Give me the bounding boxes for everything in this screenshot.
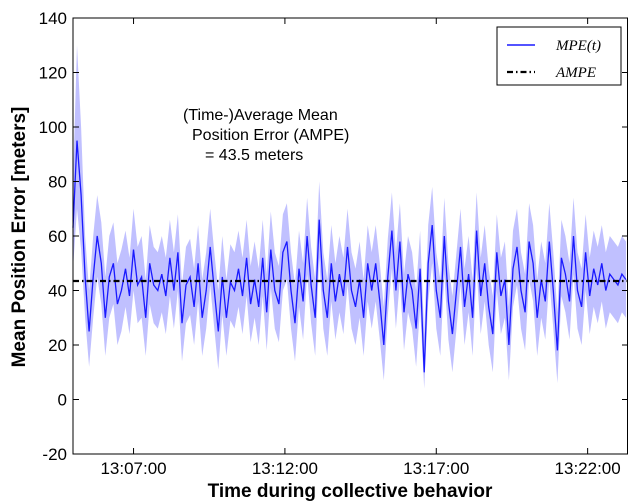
legend: MPE(t) AMPE — [496, 26, 622, 86]
y-tick-label: 140 — [39, 9, 67, 28]
annotation-line-2: Position Error (AMPE) — [192, 127, 349, 144]
y-tick-label: -20 — [42, 445, 67, 464]
x-axis-label: Time during collective behavior — [208, 481, 493, 502]
x-axis: 13:07:00 13:12:00 13:17:00 13:22:00 — [100, 18, 621, 478]
y-tick-label: 40 — [48, 282, 67, 301]
y-axis: -20 0 20 40 60 80 100 120 140 — [39, 9, 628, 464]
annotation-line-1: (Time-)Average Mean — [183, 107, 338, 124]
x-tick-label: 13:17:00 — [403, 459, 469, 478]
x-tick-label: 13:22:00 — [555, 459, 621, 478]
x-tick-label: 13:12:00 — [252, 459, 318, 478]
y-tick-label: 0 — [58, 391, 67, 410]
annotation: (Time-)Average Mean Position Error (AMPE… — [183, 107, 349, 164]
legend-box — [496, 26, 622, 86]
y-tick-label: 20 — [48, 336, 67, 355]
mpe-series-line — [72, 140, 627, 373]
legend-mpe-label: MPE(t) — [555, 38, 601, 54]
y-tick-label: 120 — [39, 64, 67, 83]
legend-ampe-label: AMPE — [555, 65, 596, 81]
y-tick-label: 100 — [39, 118, 67, 137]
y-tick-label: 80 — [48, 173, 67, 192]
plot-area — [72, 45, 628, 389]
x-tick-label: 13:07:00 — [100, 459, 166, 478]
y-tick-label: 60 — [48, 227, 67, 246]
annotation-line-3: = 43.5 meters — [205, 147, 303, 164]
mpe-confidence-band — [73, 45, 626, 389]
y-axis-label: Mean Position Error [meters] — [9, 107, 30, 368]
